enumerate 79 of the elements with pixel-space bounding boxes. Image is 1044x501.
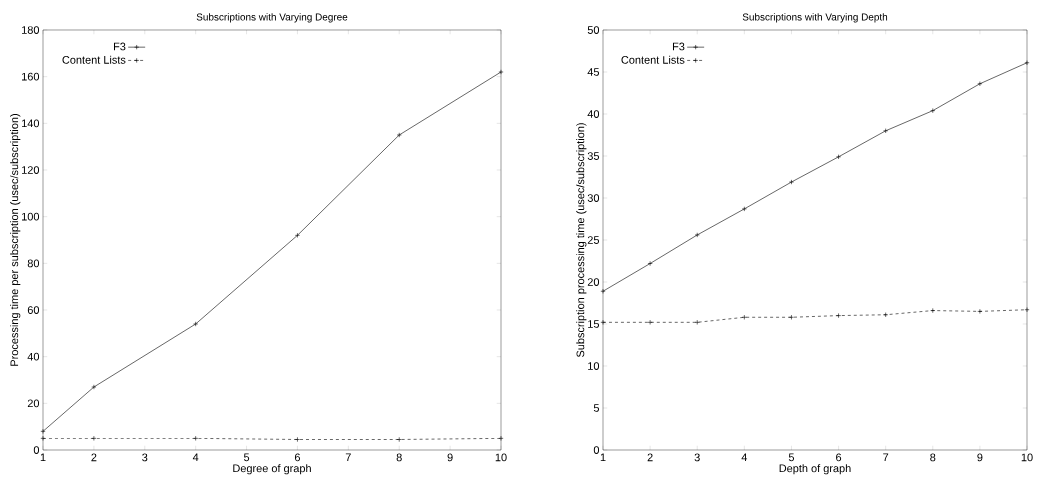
y-tick-label: 40 — [27, 352, 40, 361]
point — [647, 319, 653, 325]
chart-title: Subscriptions with Varying Depth — [742, 13, 888, 23]
point — [40, 435, 46, 441]
point — [883, 128, 889, 134]
x-tick-label: 6 — [294, 453, 301, 462]
y-axis-title: Subscription processing time (usec/subscription) — [576, 123, 587, 358]
point — [788, 179, 794, 185]
point — [647, 261, 653, 267]
point — [694, 319, 700, 325]
point — [396, 132, 402, 138]
x-tick-label: 7 — [883, 453, 889, 462]
x-tick-label: 5 — [788, 453, 795, 462]
y-tick-label: 40 — [587, 110, 600, 118]
legend-label: Content Lists — [62, 55, 126, 64]
point — [91, 435, 97, 441]
x-axis-title: Degree of graph — [233, 464, 311, 475]
x-tick-label: 3 — [142, 453, 148, 462]
x-tick-label: 9 — [977, 453, 983, 462]
point — [294, 232, 300, 238]
y-tick-label: 140 — [22, 119, 40, 128]
x-tick-label: 5 — [243, 453, 250, 462]
y-tick-label: 80 — [27, 259, 40, 268]
x-tick-label: 2 — [647, 453, 653, 462]
chart-title: Subscriptions with Varying Degree — [196, 13, 348, 23]
point — [741, 206, 747, 212]
y-tick-label: 160 — [22, 72, 40, 81]
point — [836, 313, 842, 319]
point — [930, 308, 936, 314]
x-tick-label: 7 — [345, 453, 351, 462]
y-tick-label: 0 — [593, 446, 600, 454]
y-tick-label: 15 — [588, 320, 600, 328]
point — [396, 437, 402, 442]
x-axis-title: Depth of graph — [779, 464, 851, 475]
point — [977, 308, 983, 314]
point — [694, 232, 700, 238]
y-tick-label: 25 — [587, 236, 600, 244]
x-tick-label: 10 — [495, 453, 507, 462]
point — [930, 108, 936, 114]
x-tick-label: 8 — [930, 453, 936, 462]
point — [977, 81, 983, 87]
y-tick-label: 20 — [587, 278, 600, 286]
point — [91, 384, 97, 390]
point — [193, 435, 199, 441]
y-tick-label: 60 — [27, 306, 40, 314]
x-tick-label: 1 — [600, 453, 606, 462]
legend-label: F3 — [114, 42, 126, 51]
x-tick-label: 1 — [40, 453, 46, 462]
x-tick-label: 4 — [192, 453, 199, 462]
y-tick-label: 10 — [588, 362, 600, 370]
x-tick-label: 6 — [836, 453, 842, 462]
x-tick-label: 2 — [91, 453, 97, 462]
point — [883, 312, 889, 318]
y-tick-label: 0 — [33, 446, 40, 454]
point — [836, 154, 842, 160]
point — [193, 321, 199, 327]
point — [498, 435, 504, 441]
legend-label: F3 — [672, 42, 685, 51]
y-tick-label: 45 — [587, 68, 600, 76]
x-tick-label: 4 — [741, 453, 748, 462]
x-tick-label: 9 — [447, 453, 453, 462]
x-tick-label: 3 — [694, 453, 700, 462]
y-tick-label: 30 — [587, 194, 600, 202]
x-tick-label: 8 — [396, 453, 402, 462]
y-tick-label: 5 — [593, 404, 600, 412]
point — [600, 319, 606, 325]
y-axis-title: Processing time per subscription (usec/subscription) — [10, 114, 21, 366]
y-tick-label: 50 — [587, 26, 600, 34]
y-tick-label: 20 — [27, 399, 40, 408]
point — [788, 314, 794, 320]
y-tick-label: 35 — [587, 152, 600, 160]
y-tick-label: 120 — [22, 166, 40, 174]
point — [1024, 307, 1030, 313]
point — [294, 437, 300, 442]
y-tick-label: 180 — [22, 26, 40, 34]
x-tick-label: 10 — [1021, 453, 1033, 462]
legend-label: Content Lists — [621, 55, 685, 64]
point — [741, 314, 747, 320]
y-tick-label: 100 — [22, 212, 40, 221]
